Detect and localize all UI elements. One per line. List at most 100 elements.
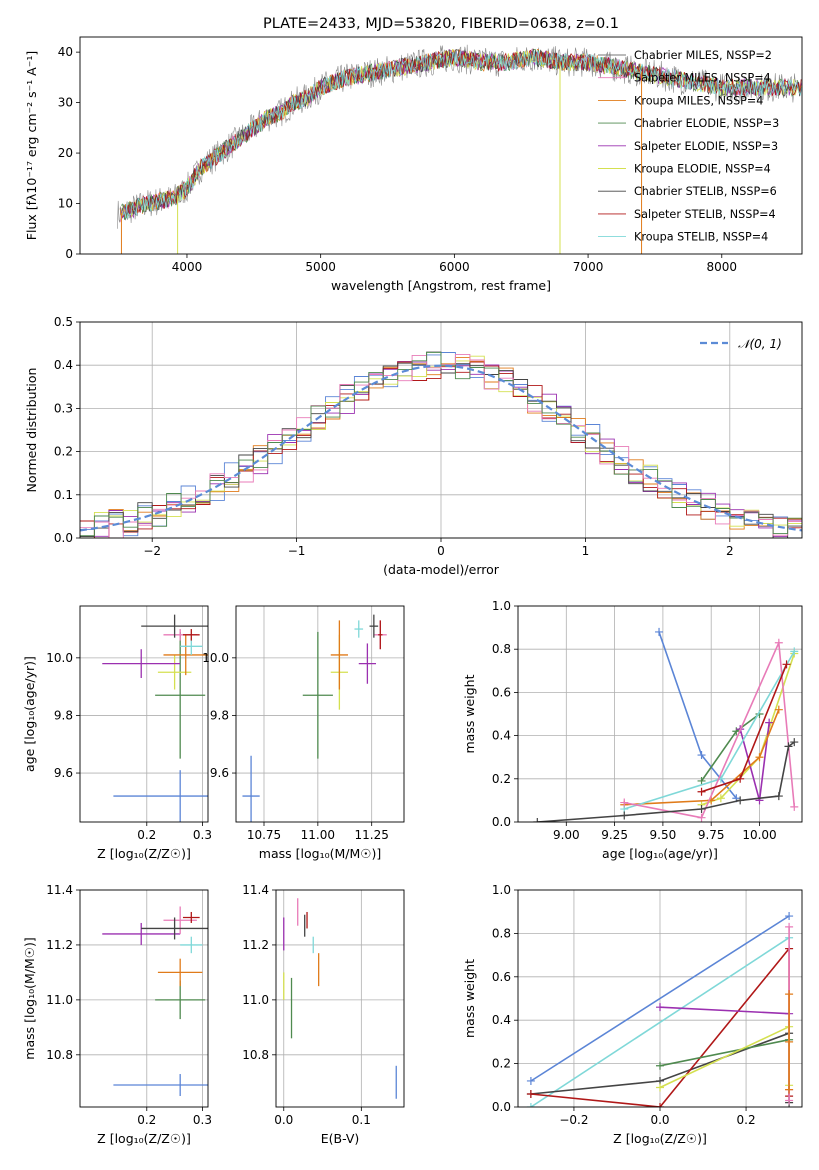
weight_vs_age-ytick-label-0: 0.0 (492, 815, 511, 829)
weight_vs_age-marker-1-0 (697, 776, 706, 785)
weight_vs_age-marker-6-0 (620, 798, 629, 807)
residuals-ytick-label-1: 0.1 (54, 488, 73, 502)
weight_vs_z-marker-8-0 (785, 990, 794, 999)
weight_vs_age-xlabel: age [log₁₀(age/yr)] (602, 846, 718, 861)
weight_vs_age-xtick-label-2: 9.50 (650, 828, 677, 842)
residual-histograms (80, 351, 802, 538)
weight_vs_age-frame (517, 605, 803, 823)
age_vs_z-ytick-label-1: 9.8 (54, 708, 73, 722)
legend-label-8: Kroupa STELIB, NSSP=4 (634, 231, 768, 244)
weight_vs_z-ytick-label-4: 0.8 (492, 926, 511, 940)
weight_vs_z-marker-3-0 (526, 1089, 535, 1098)
spectrum-xtick-label-0: 4000 (172, 260, 203, 274)
weight_vs_age-xtick-label-1: 9.25 (601, 828, 628, 842)
spectrum-xtick-label-3: 7000 (573, 260, 604, 274)
age_vs_z-xtick-label-0: 0.2 (137, 828, 156, 842)
mass_vs_ebv-xtick-label-1: 0.1 (352, 1113, 371, 1127)
mass_vs_z-frame (79, 889, 209, 1108)
mass_vs_z-axes: 0.2 0.3 10.8 11.0 11.2 11.4 Z [log₁₀(Z/Z☉)] mas… (22, 883, 212, 1146)
weight_vs_z-ylabel: mass weight (462, 959, 477, 1038)
spectrum-xtick-label-4: 8000 (707, 260, 738, 274)
mass_vs_z-xlabel: Z [log₁₀(Z/Z☉)] (97, 1131, 191, 1146)
weight_vs_z-line-kroupa_stelib (530, 937, 790, 1107)
weight_vs_age-line-salpeter_miles (624, 639, 796, 819)
legend-label-0: Chabrier MILES, NSSP=2 (634, 49, 772, 62)
weight_vs_z-marker-7-0 (785, 922, 794, 931)
weight_vs_z-marker-7-2 (785, 1096, 794, 1105)
age_vs_z-ytick-label-0: 9.6 (54, 766, 73, 780)
weight_vs_age-marker-7-0 (697, 787, 706, 796)
residuals-xtick-label-2: 0 (437, 544, 445, 558)
residuals-ytick-label-2: 0.2 (54, 445, 73, 459)
residuals-ytick-label-0: 0.0 (54, 531, 73, 545)
spectrum-ytick-label-1: 10 (58, 197, 73, 211)
weight_vs_z-line-salpeter_elodie (659, 1006, 790, 1015)
weight_vs_z-ytick-label-2: 0.4 (492, 1013, 511, 1027)
weight_vs_z-ytick-label-0: 0.0 (492, 1100, 511, 1114)
spectrum-xtick-label-1: 5000 (305, 260, 336, 274)
mass_vs_z-ytick-label-2: 11.2 (46, 938, 73, 952)
weight_vs_age-ytick-label-2: 0.4 (492, 729, 511, 743)
legend-label-7: Salpeter STELIB, NSSP=4 (634, 208, 776, 221)
age_vs_z-axes: 0.2 0.3 9.6 9.8 10.0 Z [log₁₀(Z/Z☉)] age [log₁… (22, 606, 212, 861)
mass_vs_ebv-ytick-label-2: 11.2 (242, 938, 269, 952)
weight_vs_z-xtick-label-2: 0.2 (737, 1113, 756, 1127)
weight_vs_age-ytick-label-3: 0.6 (492, 685, 511, 699)
weight_vs_age-series (533, 627, 799, 822)
weight_vs_age-xtick-label-3: 9.75 (698, 828, 725, 842)
spectrum-xlabel: wavelength [Angstrom, rest frame] (331, 278, 551, 293)
residuals-xtick-label-3: 1 (582, 544, 590, 558)
mass_vs_ebv-ytick-label-0: 10.8 (242, 1048, 269, 1062)
age_vs_z-ytick-label-2: 10.0 (46, 651, 73, 665)
legend-label-4: Salpeter ELODIE, NSSP=3 (634, 140, 778, 153)
spectrum-ytick-label-4: 40 (58, 45, 73, 59)
spectrum-lines (117, 44, 802, 254)
weight_vs_age-xtick-label-0: 9.00 (553, 828, 580, 842)
age_vs_mass-xtick-label-0: 10.75 (247, 828, 281, 842)
legend-label-5: Kroupa ELODIE, NSSP=4 (634, 163, 771, 176)
weight_vs_z-ytick-label-3: 0.6 (492, 970, 511, 984)
weight_vs_z-marker-0-1 (785, 912, 794, 921)
mass_vs_ebv-xtick-label-0: 0.0 (274, 1113, 293, 1127)
weight_vs_age-ylabel: mass weight (462, 674, 477, 753)
age_vs_mass-points (242, 614, 387, 822)
weight_vs_z-marker-4-0 (656, 1003, 664, 1012)
age_vs_mass-frame (235, 605, 405, 823)
weight_vs_age-marker-5-2 (790, 647, 799, 656)
weight_vs_age-marker-0-1 (697, 751, 706, 760)
residuals-axes: −2 −1 0 1 2 0.0 0.1 0.2 0.3 0.4 0.5 (data-model)/er… (24, 315, 802, 577)
spectrum-frame (79, 36, 803, 255)
residual-hist-chabrier_elodie (80, 351, 802, 537)
age_vs_mass-xtick-label-1: 11.00 (301, 828, 335, 842)
legend-label-1: Salpeter MILES, NSSP=4 (634, 72, 771, 85)
mass_vs_ebv-ytick-label-1: 11.0 (242, 993, 269, 1007)
age_vs_mass-xtick-label-2: 11.25 (355, 828, 389, 842)
mass_vs_ebv-frame (275, 889, 405, 1108)
age_vs_z-xtick-label-1: 0.3 (193, 828, 212, 842)
residuals-ylabel: Normed distribution (24, 368, 39, 493)
mass_vs_z-ytick-label-3: 11.4 (46, 883, 73, 897)
weight_vs_age-ytick-label-5: 1.0 (492, 599, 511, 613)
age_vs_mass-ytick-label-0: 9.6 (210, 766, 229, 780)
weight_vs_age-marker-4-3 (774, 705, 783, 714)
weight_vs_age-marker-3-2 (765, 718, 774, 727)
weight_vs_z-marker-5-0 (656, 1061, 664, 1070)
weight_vs_z-marker-8-1 (785, 1037, 794, 1046)
age_vs_mass-axes: 10.75 11.00 11.25 9.6 9.8 10.0 mass [log₁₀(M/M… (202, 606, 404, 861)
legend-label-2: Kroupa MILES, NSSP=4 (634, 94, 763, 107)
residuals-ytick-label-3: 0.3 (54, 401, 73, 415)
weight_vs_age-marker-7-1 (736, 774, 745, 783)
normal-curve (80, 364, 802, 532)
weight_vs_age-ytick-label-1: 0.2 (492, 772, 511, 786)
weight_vs_age-marker-4-2 (755, 753, 764, 762)
residuals-xtick-label-1: −1 (288, 544, 306, 558)
residual-legend-label: 𝒩(0, 1) (738, 337, 782, 351)
weight_vs_age-marker-6-2 (774, 638, 783, 647)
weight_vs_z-series (526, 912, 794, 1107)
spectrum-ytick-label-0: 0 (65, 247, 73, 261)
spectrum-ylabel: Flux [fλ10⁻¹⁷ erg cm⁻² s⁻¹ A⁻¹] (24, 51, 39, 240)
residual-hist-salpeter_stelib (80, 361, 802, 538)
weight_vs_age-marker-2-1 (716, 794, 725, 803)
residual-legend: 𝒩(0, 1) (700, 337, 782, 351)
